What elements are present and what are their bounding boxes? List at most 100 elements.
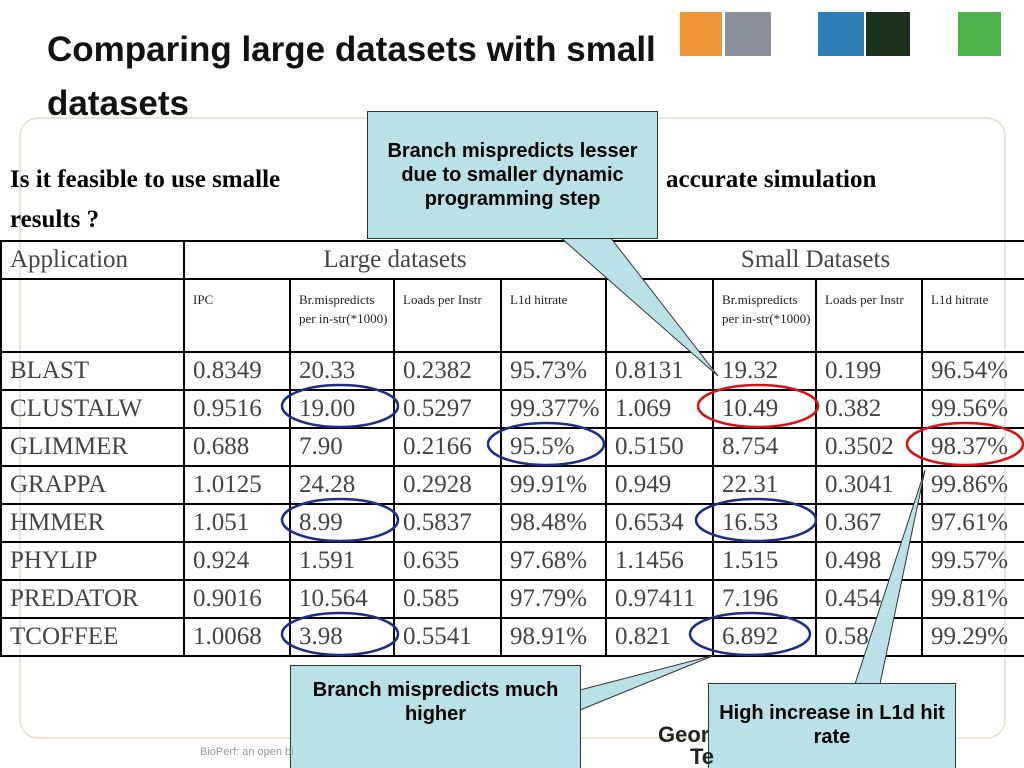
table-cell: 98.48% bbox=[499, 503, 608, 543]
data-table: Application Large datasets Small Datasets I… bbox=[0, 240, 1024, 657]
table-cell: 97.68% bbox=[499, 541, 608, 581]
table-cell: 8.754 bbox=[712, 427, 818, 467]
table-cell: PREDATOR bbox=[0, 579, 185, 619]
table-cell: 99.81% bbox=[921, 579, 1024, 619]
header-cell: Application bbox=[0, 240, 185, 280]
table-row: BLAST 0.8349 20.33 0.2382 95.73% 0.8131 19.32 0… bbox=[0, 351, 1024, 391]
question: Is it feasible to use smalle bbox=[10, 166, 281, 193]
highlight bbox=[280, 383, 400, 429]
question: accurate simulation bbox=[666, 166, 877, 193]
highlight bbox=[694, 497, 818, 543]
footer: BioPerf: an open bi bbox=[200, 746, 294, 758]
table-cell: TCOFFEE bbox=[0, 617, 185, 657]
table-cell: 0.199 bbox=[815, 351, 924, 391]
logo-text: Te bbox=[690, 744, 715, 768]
table-cell: BLAST bbox=[0, 351, 185, 391]
table-cell: 1.0125 bbox=[183, 465, 291, 505]
header-cell: Large datasets bbox=[182, 240, 608, 280]
table-cell: 98.91% bbox=[499, 617, 608, 657]
callout: High increase in L1d hit rate bbox=[708, 683, 956, 768]
table-cell: 1.069 bbox=[605, 389, 715, 429]
table-cell: 99.86% bbox=[921, 465, 1024, 505]
table-cell: 99.91% bbox=[499, 465, 608, 505]
column-header: Br.mispredicts per in-str(*1000) bbox=[712, 278, 818, 353]
title: Comparing large datasets with small bbox=[47, 30, 656, 69]
column-header bbox=[0, 278, 185, 353]
table-cell: 0.97411 bbox=[605, 579, 715, 619]
table-cell: PHYLIP bbox=[0, 541, 185, 581]
header-cell: Small Datasets bbox=[605, 240, 1024, 280]
logo bbox=[680, 12, 722, 56]
table-cell: 95.73% bbox=[499, 351, 608, 391]
table-cell: 1.051 bbox=[183, 503, 291, 543]
table-cell: 96.54% bbox=[921, 351, 1024, 391]
table-cell: 24.28 bbox=[289, 465, 395, 505]
highlight bbox=[280, 497, 400, 543]
table-cell: 99.57% bbox=[921, 541, 1024, 581]
question: results ? bbox=[10, 206, 100, 233]
table-cell: 98.37% bbox=[921, 427, 1024, 467]
table-cell: 16.53 bbox=[712, 503, 818, 543]
table-cell: 20.33 bbox=[289, 351, 395, 391]
table-cell: 99.29% bbox=[921, 617, 1024, 657]
logo bbox=[866, 12, 910, 56]
table-row: PREDATOR 0.9016 10.564 0.585 97.79% 0.97411 7.… bbox=[0, 579, 1024, 619]
header-row: Application Large datasets Small Datasets bbox=[0, 240, 1024, 280]
column-header: IPC bbox=[183, 278, 291, 353]
table-cell: HMMER bbox=[0, 503, 185, 543]
table-cell: 0.688 bbox=[183, 427, 291, 467]
table-cell: 0.635 bbox=[393, 541, 502, 581]
logo-text: Geor bbox=[658, 722, 710, 747]
table-cell: 10.564 bbox=[289, 579, 395, 619]
table-cell: 0.3041 bbox=[815, 465, 924, 505]
table-cell: 0.3502 bbox=[815, 427, 924, 467]
table-cell: GLIMMER bbox=[0, 427, 185, 467]
table-cell: 0.9516 bbox=[183, 389, 291, 429]
table-cell: 0.8131 bbox=[605, 351, 715, 391]
callout-pointer bbox=[579, 654, 716, 711]
callout: Branch mispredicts much higher bbox=[290, 665, 581, 768]
table-cell: 1.515 bbox=[712, 541, 818, 581]
table-row: CLUSTALW 0.9516 19.00 0.5297 99.377% 1.069 10.… bbox=[0, 389, 1024, 429]
table-cell: 0.58 bbox=[815, 617, 924, 657]
column-header: Loads per Instr bbox=[393, 278, 502, 353]
table-cell: 1.591 bbox=[289, 541, 395, 581]
table-row: PHYLIP 0.924 1.591 0.635 97.68% 1.1456 1.515 0.… bbox=[0, 541, 1024, 581]
table-cell: 0.585 bbox=[393, 579, 502, 619]
table-cell: 0.5541 bbox=[393, 617, 502, 657]
callout-pointer bbox=[558, 236, 719, 377]
table-cell: 0.8349 bbox=[183, 351, 291, 391]
table-cell: GRAPPA bbox=[0, 465, 185, 505]
table-cell: 0.9016 bbox=[183, 579, 291, 619]
table-cell: 0.2166 bbox=[393, 427, 502, 467]
table-cell: CLUSTALW bbox=[0, 389, 185, 429]
table-cell: 1.0068 bbox=[183, 617, 291, 657]
subheader-row: IPC Br.mispredicts per in-str(*1000) Loads… bbox=[0, 278, 1024, 353]
column-header: Loads per Instr bbox=[815, 278, 924, 353]
highlight bbox=[905, 421, 1024, 467]
table-cell: 0.2382 bbox=[393, 351, 502, 391]
highlight bbox=[280, 611, 400, 657]
highlight bbox=[696, 383, 820, 429]
column-header: L1d hitrate bbox=[921, 278, 1024, 353]
highlight bbox=[486, 421, 606, 467]
table-cell: 0.5837 bbox=[393, 503, 502, 543]
table-cell: 1.1456 bbox=[605, 541, 715, 581]
callout-pointer bbox=[854, 469, 926, 685]
table-cell: 97.79% bbox=[499, 579, 608, 619]
logo bbox=[725, 12, 771, 56]
table-row: GLIMMER 0.688 7.90 0.2166 95.5% 0.5150 8.754 0.… bbox=[0, 427, 1024, 467]
table-cell: 0.2928 bbox=[393, 465, 502, 505]
table-cell: 0.454 bbox=[815, 579, 924, 619]
logo bbox=[958, 12, 1001, 56]
column-header: L1d hitrate bbox=[499, 278, 608, 353]
highlight bbox=[688, 611, 812, 657]
table-cell: 0.5297 bbox=[393, 389, 502, 429]
table-cell: 0.924 bbox=[183, 541, 291, 581]
table-cell: 0.5150 bbox=[605, 427, 715, 467]
title: datasets bbox=[47, 84, 190, 123]
table-cell: 7.90 bbox=[289, 427, 395, 467]
callout: Branch mispredicts lesser due to smaller… bbox=[367, 111, 658, 239]
table-cell: 0.949 bbox=[605, 465, 715, 505]
